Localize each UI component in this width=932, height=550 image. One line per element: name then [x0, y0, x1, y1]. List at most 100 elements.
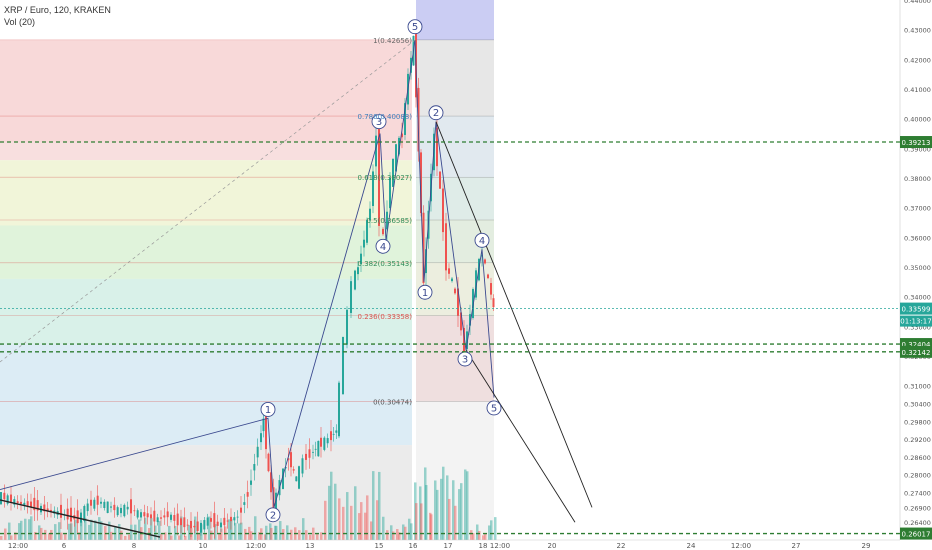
candle-body: [389, 177, 391, 209]
price-tick-label: 0.42000: [904, 56, 931, 64]
time-highlight: [416, 0, 494, 41]
candle-body: [326, 438, 329, 444]
candle-body: [143, 512, 146, 517]
candle-body: [282, 468, 284, 489]
wave-marker-first: 2: [265, 507, 281, 523]
candle-body: [210, 518, 212, 522]
level-tag-label: 0.32142: [902, 349, 931, 357]
volume-bar: [429, 512, 432, 540]
candle-body: [236, 516, 239, 518]
wave-marker-circle: [428, 105, 444, 121]
volume-bar: [134, 524, 137, 540]
candle-body: [90, 499, 92, 506]
time-axis: 12:00 6 8 10 12:00 13 15 16 17 18 12:00 20 22 24 12:00…: [0, 539, 900, 550]
volume-bar: [328, 485, 331, 540]
candle-body: [60, 504, 62, 518]
wave-marker-circle: [486, 400, 502, 416]
volume-bar: [158, 521, 161, 540]
candle-body: [220, 522, 222, 528]
candle-body: [140, 512, 142, 518]
candle-body: [460, 312, 462, 331]
volume-bar: [188, 525, 191, 540]
volume-bar: [250, 531, 253, 540]
volume-bar: [440, 478, 443, 540]
wave-marker-circle: [417, 284, 433, 300]
volume-bar: [279, 521, 282, 540]
price-axis: 0.44000 0.43000 0.42000 0.41000 0.40000 0.390…: [899, 0, 932, 550]
wave-marker-label: 4: [479, 236, 485, 247]
candle-body: [317, 440, 320, 457]
volume-bar: [454, 505, 457, 540]
volume-bar: [108, 521, 111, 540]
volume-bar: [120, 530, 123, 540]
volume-bar: [360, 502, 363, 540]
candle-body: [176, 513, 179, 526]
volume-bar: [214, 524, 217, 540]
time-tick-label: 13: [306, 542, 315, 550]
candle-body: [342, 336, 344, 395]
candle-body: [354, 270, 356, 290]
volume-bar: [460, 483, 463, 540]
candle-body: [226, 520, 229, 522]
candle-body: [113, 504, 116, 511]
fib-zone: [0, 40, 412, 143]
volume-bar: [258, 532, 261, 540]
volume-bar: [144, 517, 147, 540]
level-tag: [900, 527, 932, 540]
candle-body: [378, 126, 380, 226]
volume-bar: [410, 523, 413, 540]
candle-body: [357, 267, 359, 275]
candle-body: [153, 510, 156, 522]
candle-body: [492, 298, 495, 308]
volume-bar: [28, 519, 31, 540]
fib-zone: [0, 344, 412, 446]
volume-bar: [494, 517, 497, 540]
volume-bar: [8, 522, 11, 540]
volume-bar: [316, 534, 319, 540]
level-tag-label: 0.39213: [902, 139, 931, 147]
price-tick-label: 0.28600: [904, 454, 931, 462]
grid-lines: [0, 39, 494, 402]
candle-body: [298, 466, 300, 489]
candle-body: [372, 171, 374, 207]
candle-body: [156, 517, 159, 523]
wave-marker-circle: [371, 114, 387, 130]
candle-body: [123, 504, 126, 517]
candle-body: [80, 512, 82, 523]
fib-level-label: 0.236(0.33358): [358, 313, 413, 321]
candle-body: [490, 283, 492, 295]
volume-bar: [448, 498, 451, 540]
candle-body: [173, 515, 176, 521]
candle-body: [463, 327, 465, 352]
candle-body: [386, 211, 388, 230]
wave-marker-label: 4: [380, 242, 386, 253]
volume-bar: [58, 522, 61, 540]
price-tick-label: 0.43000: [904, 27, 931, 35]
candle-body: [133, 510, 136, 512]
wave-marker-circle: [375, 238, 391, 254]
wave-marker-label: 3: [376, 117, 382, 128]
wave-marker-label: 1: [265, 405, 271, 416]
level-tag-label: 0.32404: [902, 341, 931, 349]
volume-bar: [14, 532, 17, 540]
volume-bar: [264, 534, 267, 540]
candle-body: [305, 453, 307, 460]
volume-bar: [282, 529, 285, 540]
candle-body: [83, 506, 86, 521]
volume-bar: [419, 486, 422, 540]
candle-body: [26, 501, 29, 506]
wave-marker-first: 4: [375, 238, 391, 254]
volume-bar: [234, 522, 237, 540]
volume-bar: [430, 514, 433, 540]
wave-marker-first: 5: [407, 19, 423, 35]
volume-bar: [354, 486, 357, 540]
candle-body: [481, 255, 483, 257]
volume-bar: [18, 523, 21, 540]
candle-body: [369, 208, 371, 221]
candle-body: [436, 127, 438, 167]
channel-lower: [465, 349, 576, 523]
candle-body: [439, 171, 441, 189]
time-tick-label: 6: [62, 542, 67, 550]
candle-body: [346, 309, 348, 345]
